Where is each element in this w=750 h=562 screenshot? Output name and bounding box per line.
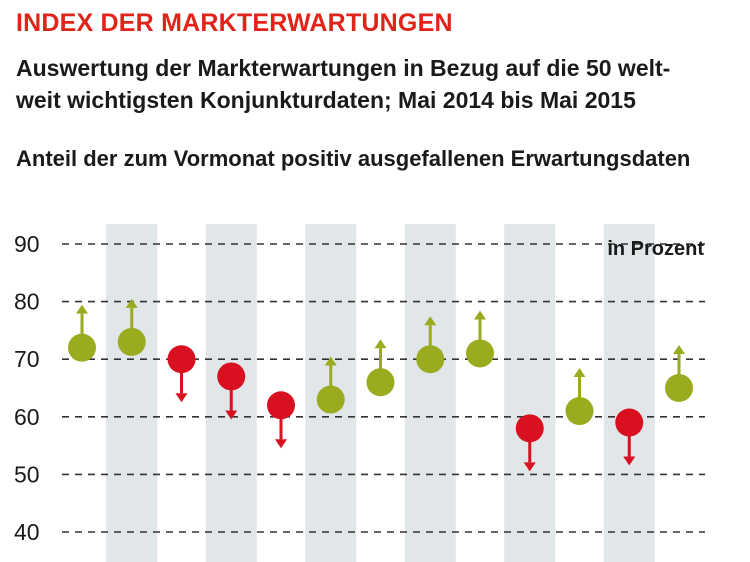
chart-subtitle: Auswertung der Markterwartungen in Bezug… (16, 52, 736, 116)
data-point (515, 414, 544, 472)
data-point (615, 408, 644, 466)
chart-heading: Anteil der zum Vormonat positiv ausgefal… (16, 146, 691, 171)
data-point (167, 345, 196, 403)
negative-point (217, 362, 246, 391)
positive-point (466, 339, 494, 368)
subtitle-line-1: Auswertung der Markterwartungen in Bezug… (16, 55, 671, 81)
positive-point (366, 368, 395, 397)
data-point (416, 316, 445, 374)
y-tick-label: 40 (14, 519, 40, 545)
arrow-down-head (523, 462, 536, 472)
positive-point (316, 385, 345, 414)
arrow-up-head (76, 304, 88, 314)
data-point (366, 339, 395, 397)
data-point (565, 368, 594, 426)
arrow-up-head (324, 356, 337, 366)
grid-lines (62, 243, 705, 533)
data-point (217, 362, 246, 420)
data-point (466, 310, 494, 368)
negative-point (267, 391, 295, 420)
positive-point (416, 345, 445, 374)
column-band (106, 224, 158, 562)
data-point (316, 356, 345, 414)
arrow-up-head (125, 298, 138, 308)
positive-point (117, 327, 146, 356)
arrow-down-head (175, 393, 188, 403)
y-tick-label: 90 (14, 231, 40, 257)
positive-point (68, 333, 96, 362)
positive-point (565, 397, 594, 426)
arrow-down-head (275, 439, 287, 449)
data-point (665, 345, 693, 402)
arrow-down-head (623, 456, 636, 466)
column-band (404, 224, 456, 562)
y-tick-label: 70 (14, 346, 40, 372)
y-tick-label: 60 (14, 404, 40, 430)
unit-label: in Prozent (607, 238, 704, 260)
column-band (603, 224, 655, 562)
data-point (117, 298, 146, 356)
negative-point (615, 408, 644, 437)
negative-point (515, 414, 544, 443)
positive-point (665, 374, 693, 402)
y-tick-label: 50 (14, 461, 40, 487)
column-band (504, 224, 556, 562)
column-bands (106, 224, 655, 562)
data-marks (68, 298, 693, 472)
chart-kicker: INDEX DER MARKTERWARTUNGEN (16, 9, 453, 37)
arrow-down-head (225, 410, 238, 420)
arrow-up-head (424, 316, 437, 326)
negative-point (167, 345, 196, 374)
data-point (68, 304, 96, 362)
y-axis-tick-labels: 90 80 70 60 50 40 (14, 231, 40, 545)
arrow-up-head (673, 345, 685, 354)
data-point (267, 391, 295, 449)
y-tick-label: 80 (14, 289, 40, 315)
arrow-up-head (474, 310, 486, 320)
arrow-up-head (374, 339, 387, 349)
arrow-up-head (573, 368, 586, 378)
subtitle-line-2: weit wichtigsten Konjunkturdaten; Mai 20… (16, 87, 636, 113)
